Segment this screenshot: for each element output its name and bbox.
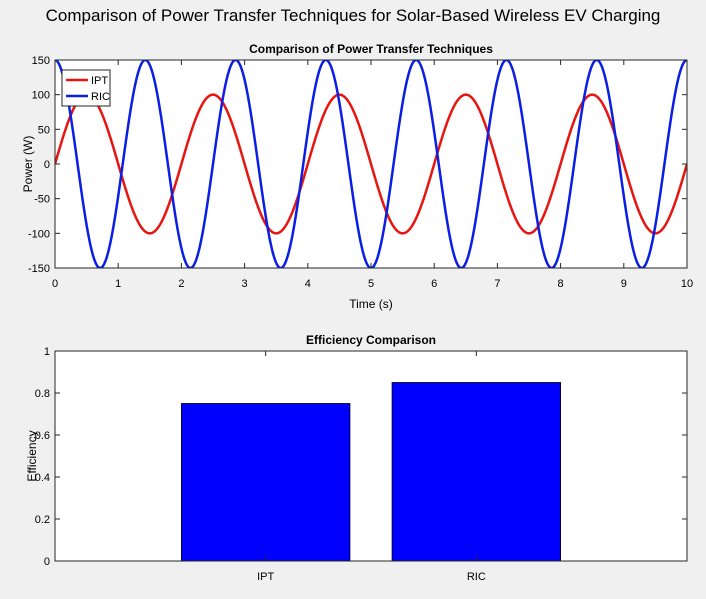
bar-ric <box>391 382 562 562</box>
x-tick-label: 6 <box>431 278 437 290</box>
series-line-ipt <box>55 93 687 235</box>
power-plot-series <box>55 60 687 268</box>
y-tick-label: -150 <box>28 263 50 275</box>
x-tick-label: 10 <box>681 278 693 290</box>
efficiency-plot-ticks: IPT RIC 0 0.2 0.4 0.6 0.8 1 <box>35 346 687 583</box>
x-tick-label: 8 <box>558 278 564 290</box>
efficiency-plot-background <box>55 351 687 561</box>
efficiency-bars <box>180 382 562 562</box>
legend-label-ric: RIC <box>91 91 110 103</box>
x-tick-label: 9 <box>621 278 627 290</box>
category-label: RIC <box>467 571 486 583</box>
x-tick-label: 7 <box>494 278 500 290</box>
y-tick-label: 100 <box>32 90 50 102</box>
power-plot-ticks: 0 1 2 3 4 5 6 7 8 9 10 -150 -100 -50 0 50 100 150 <box>28 55 693 290</box>
y-tick-label: 0 <box>44 556 50 568</box>
power-plot-xlabel: Time (s) <box>349 297 393 311</box>
power-plot-legend: IPT RIC <box>61 69 111 107</box>
power-plot-title: Comparison of Power Transfer Techniques <box>249 42 493 56</box>
y-tick-label: 0.8 <box>35 388 50 400</box>
y-tick-label: 0.6 <box>35 430 50 442</box>
y-tick-label: 50 <box>38 124 50 136</box>
y-tick-label: -50 <box>34 194 50 206</box>
power-plot-ylabel: Power (W) <box>21 136 35 193</box>
legend-label-ipt: IPT <box>91 75 108 87</box>
x-tick-label: 2 <box>178 278 184 290</box>
x-tick-label: 4 <box>305 278 311 290</box>
y-tick-label: 1 <box>44 346 50 358</box>
y-tick-label: 0.2 <box>35 514 50 526</box>
figure-title: Comparison of Power Transfer Techniques … <box>45 6 661 25</box>
x-tick-label: 1 <box>115 278 121 290</box>
power-plot-axes: Comparison of Power Transfer Techniques … <box>21 42 693 311</box>
y-tick-label: 150 <box>32 55 50 67</box>
efficiency-plot-title: Efficiency Comparison <box>306 333 436 347</box>
y-tick-label: 0 <box>44 159 50 171</box>
y-tick-label: -100 <box>28 228 50 240</box>
legend-box <box>61 69 111 107</box>
efficiency-plot-axes: Efficiency Comparison IPT RIC 0 0.2 0.4 0.6 0.… <box>25 333 688 583</box>
y-tick-label: 0.4 <box>35 472 50 484</box>
x-tick-label: 5 <box>368 278 374 290</box>
category-label: IPT <box>257 571 274 583</box>
series-line-ric <box>55 60 687 268</box>
bar-ipt <box>180 403 351 562</box>
efficiency-plot-frame <box>54 350 688 562</box>
efficiency-plot-ylabel: Efficiency <box>25 430 39 481</box>
x-tick-label: 3 <box>242 278 248 290</box>
x-tick-label: 0 <box>52 278 58 290</box>
